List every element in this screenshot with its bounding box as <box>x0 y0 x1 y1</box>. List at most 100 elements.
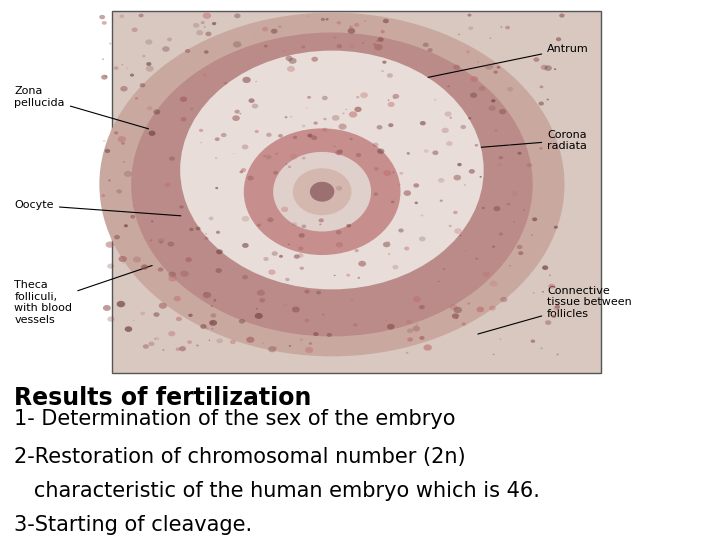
Circle shape <box>349 25 353 29</box>
Circle shape <box>468 117 472 119</box>
Circle shape <box>133 256 141 262</box>
Circle shape <box>234 14 240 18</box>
Circle shape <box>121 142 125 145</box>
Circle shape <box>271 29 277 33</box>
Circle shape <box>239 319 246 323</box>
Circle shape <box>122 64 123 65</box>
Circle shape <box>336 230 341 234</box>
Circle shape <box>135 97 138 99</box>
Circle shape <box>556 353 559 355</box>
Circle shape <box>475 258 478 260</box>
Circle shape <box>154 338 156 340</box>
Circle shape <box>392 265 398 269</box>
Circle shape <box>424 149 428 153</box>
Circle shape <box>456 318 458 319</box>
Circle shape <box>413 326 420 332</box>
Circle shape <box>302 157 306 160</box>
Circle shape <box>311 57 318 62</box>
Circle shape <box>209 217 214 220</box>
Circle shape <box>288 166 291 168</box>
Circle shape <box>468 26 473 30</box>
Circle shape <box>289 345 291 347</box>
Circle shape <box>334 146 336 147</box>
Circle shape <box>132 205 135 207</box>
Circle shape <box>213 300 216 302</box>
Circle shape <box>146 62 151 66</box>
Circle shape <box>253 36 255 37</box>
Circle shape <box>196 345 199 347</box>
Circle shape <box>215 268 222 273</box>
Circle shape <box>497 66 500 69</box>
Circle shape <box>488 105 495 111</box>
Circle shape <box>285 278 289 281</box>
Circle shape <box>159 302 167 309</box>
Circle shape <box>281 207 288 212</box>
Circle shape <box>505 26 510 29</box>
Circle shape <box>119 256 127 262</box>
Circle shape <box>348 28 355 33</box>
Circle shape <box>215 137 220 141</box>
Circle shape <box>301 45 305 49</box>
Circle shape <box>140 83 145 87</box>
Circle shape <box>407 152 410 154</box>
Circle shape <box>338 150 343 153</box>
Circle shape <box>205 327 209 329</box>
Circle shape <box>271 251 278 256</box>
Circle shape <box>470 92 477 98</box>
Circle shape <box>242 275 248 279</box>
Circle shape <box>274 346 277 349</box>
Circle shape <box>125 326 132 332</box>
Circle shape <box>297 253 304 258</box>
Circle shape <box>420 121 426 125</box>
Circle shape <box>108 179 111 181</box>
Circle shape <box>180 97 187 102</box>
Text: Zona
pellucida: Zona pellucida <box>14 86 148 129</box>
Circle shape <box>211 328 214 329</box>
Circle shape <box>466 50 470 53</box>
Circle shape <box>143 55 145 57</box>
Circle shape <box>193 23 199 28</box>
Circle shape <box>259 298 265 302</box>
Circle shape <box>383 242 390 247</box>
Circle shape <box>252 104 258 109</box>
Circle shape <box>122 262 124 264</box>
Circle shape <box>289 58 297 64</box>
Circle shape <box>190 107 194 110</box>
Circle shape <box>438 178 444 183</box>
Circle shape <box>294 254 300 259</box>
Circle shape <box>493 354 495 355</box>
Circle shape <box>391 201 395 204</box>
Circle shape <box>242 145 248 150</box>
Circle shape <box>323 118 327 120</box>
Text: Corona
radiata: Corona radiata <box>435 130 587 151</box>
Text: Antrum: Antrum <box>413 44 589 80</box>
Circle shape <box>539 85 544 88</box>
Circle shape <box>167 37 172 41</box>
Text: Results of fertilization: Results of fertilization <box>14 386 312 410</box>
Circle shape <box>215 187 218 189</box>
Circle shape <box>239 113 241 114</box>
Circle shape <box>148 131 156 136</box>
Circle shape <box>443 268 446 270</box>
Circle shape <box>200 142 202 144</box>
Circle shape <box>147 106 153 110</box>
Circle shape <box>485 64 493 70</box>
Circle shape <box>138 14 143 17</box>
Circle shape <box>533 292 535 294</box>
Circle shape <box>531 234 533 236</box>
Circle shape <box>288 244 290 245</box>
Circle shape <box>383 19 389 23</box>
Circle shape <box>299 233 305 238</box>
Circle shape <box>554 69 557 70</box>
Circle shape <box>266 133 271 137</box>
Circle shape <box>534 57 539 62</box>
Circle shape <box>221 133 227 137</box>
Circle shape <box>242 216 249 221</box>
Circle shape <box>336 186 342 191</box>
Circle shape <box>313 332 319 336</box>
Circle shape <box>482 207 485 209</box>
Circle shape <box>186 257 192 262</box>
Circle shape <box>148 342 155 346</box>
Circle shape <box>447 85 450 87</box>
Circle shape <box>539 102 544 106</box>
